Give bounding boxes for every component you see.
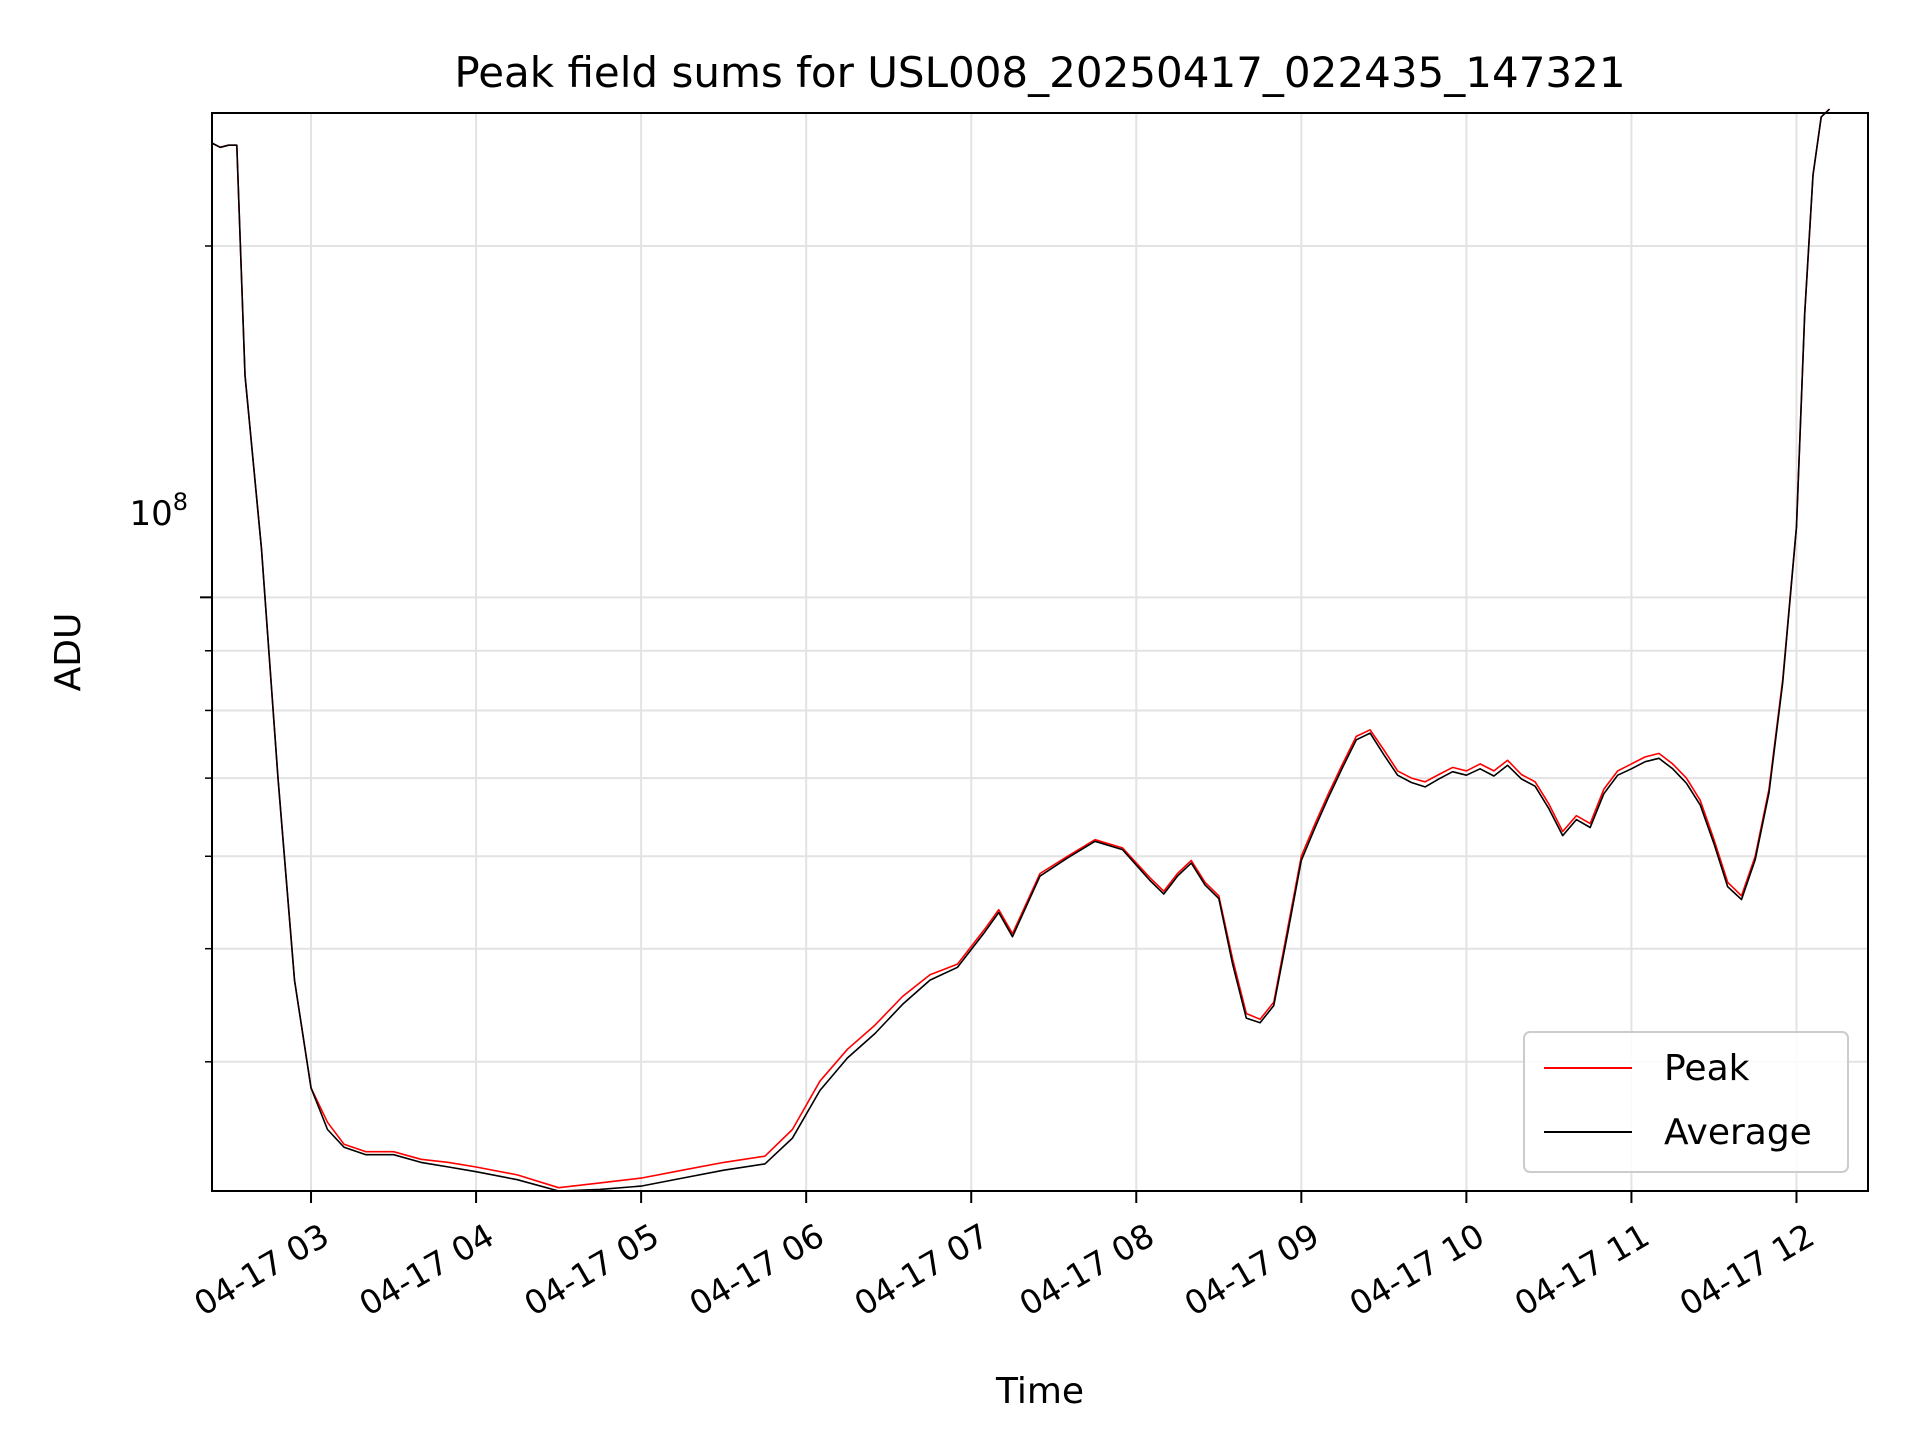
series-line-peak: [211, 108, 1831, 1189]
legend-label-average: Average: [1664, 1112, 1812, 1153]
plot-frame: [211, 112, 1869, 1192]
legend: Peak Average: [1523, 1031, 1849, 1173]
chart-title: Peak field sums for USL008_20250417_0224…: [454, 48, 1625, 97]
series-layer: [211, 108, 1831, 1192]
y-axis-label: ADU: [48, 613, 89, 692]
series-line-average: [211, 108, 1831, 1192]
legend-label-peak: Peak: [1664, 1048, 1750, 1089]
x-axis-label: Time: [995, 1371, 1084, 1412]
